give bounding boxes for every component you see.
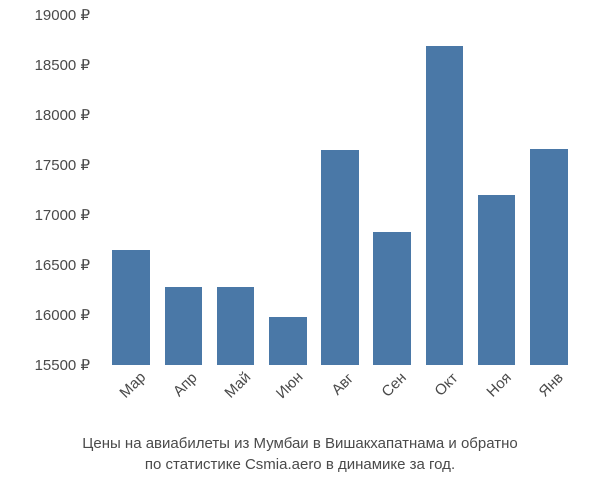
x-tick-label: Сен <box>379 369 410 400</box>
bar-wrapper <box>471 15 523 365</box>
bar-wrapper <box>523 15 575 365</box>
price-chart: 15500 ₽ 16000 ₽ 16500 ₽ 17000 ₽ 17500 ₽ 18000… <box>0 0 600 500</box>
y-tick-label: 18000 ₽ <box>35 106 90 124</box>
bar-wrapper <box>314 15 366 365</box>
bar <box>426 46 464 365</box>
x-tick-label: Апр <box>170 369 201 400</box>
x-tick-label: Окт <box>432 370 462 400</box>
y-tick-label: 16000 ₽ <box>35 306 90 324</box>
x-tick-label: Мар <box>117 369 150 402</box>
bar-wrapper <box>262 15 314 365</box>
x-tick-wrapper: Авг <box>314 370 366 430</box>
x-tick-wrapper: Сен <box>366 370 418 430</box>
bar-wrapper <box>209 15 261 365</box>
bar <box>530 149 568 365</box>
bar-wrapper <box>157 15 209 365</box>
x-tick-label: Авг <box>328 370 357 399</box>
y-tick-label: 17500 ₽ <box>35 156 90 174</box>
x-tick-label: Янв <box>535 369 566 400</box>
bar <box>478 195 516 365</box>
x-tick-wrapper: Мар <box>105 370 157 430</box>
x-axis: Мар Апр Май Июн Авг Сен Окт Ноя Янв <box>100 370 580 430</box>
caption-line-2: по статистике Csmia.aero в динамике за г… <box>0 454 600 475</box>
bar <box>373 232 411 365</box>
x-tick-label: Май <box>221 369 254 402</box>
caption-line-1: Цены на авиабилеты из Мумбаи в Вишакхапа… <box>0 433 600 454</box>
bar <box>269 317 307 365</box>
x-tick-wrapper: Июн <box>262 370 314 430</box>
y-tick-label: 18500 ₽ <box>35 56 90 74</box>
x-tick-wrapper: Окт <box>418 370 470 430</box>
x-tick-wrapper: Янв <box>523 370 575 430</box>
y-tick-label: 16500 ₽ <box>35 256 90 274</box>
bar <box>217 287 255 365</box>
x-tick-wrapper: Май <box>209 370 261 430</box>
bar-wrapper <box>366 15 418 365</box>
bar <box>321 150 359 365</box>
bar <box>165 287 203 365</box>
plot-area <box>100 15 580 365</box>
x-tick-label: Июн <box>273 369 306 402</box>
x-tick-wrapper: Апр <box>157 370 209 430</box>
y-tick-label: 15500 ₽ <box>35 356 90 374</box>
bars-group <box>100 15 580 365</box>
chart-caption: Цены на авиабилеты из Мумбаи в Вишакхапа… <box>0 433 600 475</box>
bar <box>112 250 150 365</box>
x-tick-label: Ноя <box>483 369 514 400</box>
y-axis: 15500 ₽16000 ₽16500 ₽17000 ₽17500 ₽18000… <box>0 15 95 365</box>
y-tick-label: 19000 ₽ <box>35 6 90 24</box>
bar-wrapper <box>418 15 470 365</box>
y-tick-label: 17000 ₽ <box>35 206 90 224</box>
bar-wrapper <box>105 15 157 365</box>
x-tick-wrapper: Ноя <box>471 370 523 430</box>
